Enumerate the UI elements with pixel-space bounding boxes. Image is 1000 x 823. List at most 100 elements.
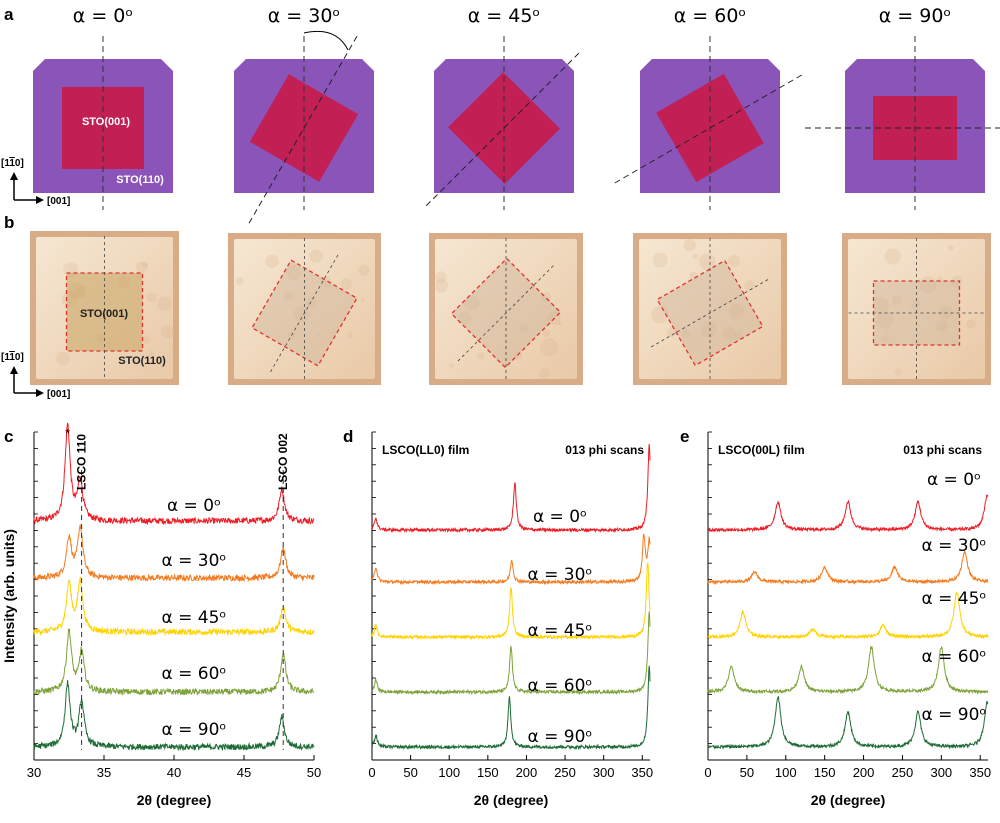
- photo-texture: [951, 275, 963, 288]
- photo-texture: [148, 350, 155, 357]
- x-axis-label: 2θ (degree): [137, 792, 211, 808]
- x-tick-label: 300: [593, 765, 615, 780]
- photo-texture: [286, 264, 302, 280]
- axis-label-001: [001]: [47, 196, 70, 207]
- photo-texture: [557, 321, 562, 326]
- series-label-3: α = 60ᵒ: [162, 664, 227, 684]
- chart-title-right: 013 phi scans: [903, 443, 982, 457]
- photo-texture: [519, 323, 530, 334]
- panel-b-axes: [110] [001]: [1, 352, 70, 400]
- x-tick-label: 50: [740, 765, 754, 780]
- photo-texture: [293, 306, 310, 322]
- schematic-1: α = 30ᵒ: [234, 5, 374, 224]
- photo-texture: [540, 338, 559, 357]
- film-outline: [656, 259, 764, 367]
- series-label-3: α = 60ᵒ: [528, 676, 593, 696]
- axis-label-110-b: [110]: [1, 352, 24, 363]
- photo-texture: [309, 249, 324, 263]
- photo-texture: [683, 238, 696, 252]
- series-line-1: [707, 549, 989, 586]
- photo-texture: [340, 278, 353, 290]
- x-tick-label: 35: [97, 765, 111, 780]
- photo-texture: [728, 254, 741, 267]
- x-tick-label: 100: [775, 765, 797, 780]
- label-sto110: STO(110): [116, 174, 164, 186]
- photo-texture: [284, 291, 295, 301]
- photo-texture: [235, 277, 244, 286]
- alpha-label: α = 60ᵒ: [674, 5, 747, 27]
- series-line-0: [371, 444, 651, 534]
- photo-substrate: [639, 239, 781, 379]
- series-label-4: α = 90ᵒ: [162, 720, 227, 740]
- photo-3: [633, 233, 787, 385]
- photo-texture: [306, 296, 318, 308]
- series-line-4: [707, 696, 989, 750]
- photo-texture: [875, 310, 894, 329]
- schematic-2: α = 45ᵒ: [425, 5, 583, 210]
- rotated-dotted: [650, 278, 770, 348]
- photo-texture: [722, 326, 737, 340]
- film-outline: [251, 259, 358, 367]
- series-label-1: α = 30ᵒ: [162, 551, 227, 571]
- series-label-2: α = 45ᵒ: [162, 608, 227, 628]
- photo-substrate: [435, 239, 577, 379]
- series-label-1: α = 30ᵒ: [528, 565, 593, 585]
- photo-texture: [265, 254, 279, 268]
- label-sto001: STO(001): [82, 116, 130, 128]
- series-label-0: α = 0ᵒ: [167, 496, 221, 516]
- series-line-2: [371, 562, 651, 641]
- photo-texture: [894, 368, 902, 376]
- x-axis-label: 2θ (degree): [811, 792, 885, 808]
- angle-arc: [303, 30, 349, 51]
- x-tick-label: 250: [554, 765, 576, 780]
- x-tick-label: 100: [438, 765, 460, 780]
- photo-2: [429, 233, 583, 385]
- alpha-label: α = 45ᵒ: [468, 5, 541, 27]
- peak-label-lsco110: LSCO 110: [75, 434, 89, 490]
- alpha-label: α = 0ᵒ: [73, 5, 133, 27]
- photo-texture: [157, 296, 172, 311]
- series-label-0: α = 0ᵒ: [533, 507, 587, 527]
- rotated-dashed: [425, 49, 583, 207]
- chart-title-right: 013 phi scans: [565, 443, 644, 457]
- panel-b: STO(001) STO(110): [30, 231, 991, 385]
- photo-texture: [477, 352, 485, 360]
- photo-texture: [160, 324, 175, 339]
- photo-texture: [542, 329, 551, 338]
- x-tick-label: 150: [814, 765, 836, 780]
- panel-label-a: a: [4, 5, 14, 24]
- photo-substrate: [848, 239, 985, 379]
- rotated-dotted: [270, 253, 339, 373]
- rotated-dashed: [614, 72, 806, 184]
- x-tick-label: 200: [516, 765, 538, 780]
- photo-texture: [681, 328, 691, 338]
- panel-label-e: e: [680, 427, 689, 446]
- photo-texture: [317, 332, 322, 338]
- series-label-0: α = 0ᵒ: [927, 470, 981, 490]
- photo-texture: [911, 299, 921, 309]
- series-line-0: [33, 422, 315, 526]
- x-tick-label: 0: [368, 765, 375, 780]
- photo-texture: [358, 264, 370, 276]
- axis-label-110: [110]: [1, 158, 24, 169]
- series-line-2: [33, 576, 315, 637]
- alpha-label: α = 90ᵒ: [879, 5, 952, 27]
- photo-texture: [141, 261, 149, 268]
- panel-a-axes: [110] [001]: [1, 158, 70, 207]
- photo-texture: [135, 261, 148, 274]
- photo-texture: [692, 253, 699, 260]
- x-tick-label: 300: [930, 765, 952, 780]
- x-tick-label: 40: [167, 765, 181, 780]
- alpha-label: α = 30ᵒ: [268, 5, 341, 27]
- photo-texture: [652, 252, 668, 268]
- chart-c: 30 35 40 45 50 2θ (degree) Intensity (arb. uni…: [1, 422, 321, 808]
- photo-texture: [733, 330, 743, 340]
- photo-texture: [872, 296, 890, 314]
- x-tick-label: 250: [892, 765, 914, 780]
- photo-texture: [744, 280, 755, 291]
- series-label-3: α = 60ᵒ: [922, 647, 987, 667]
- x-axis-label: 2θ (degree): [474, 792, 548, 808]
- series-label-4: α = 90ᵒ: [528, 727, 593, 747]
- photo-texture: [689, 271, 699, 281]
- series-line-4: [371, 665, 651, 751]
